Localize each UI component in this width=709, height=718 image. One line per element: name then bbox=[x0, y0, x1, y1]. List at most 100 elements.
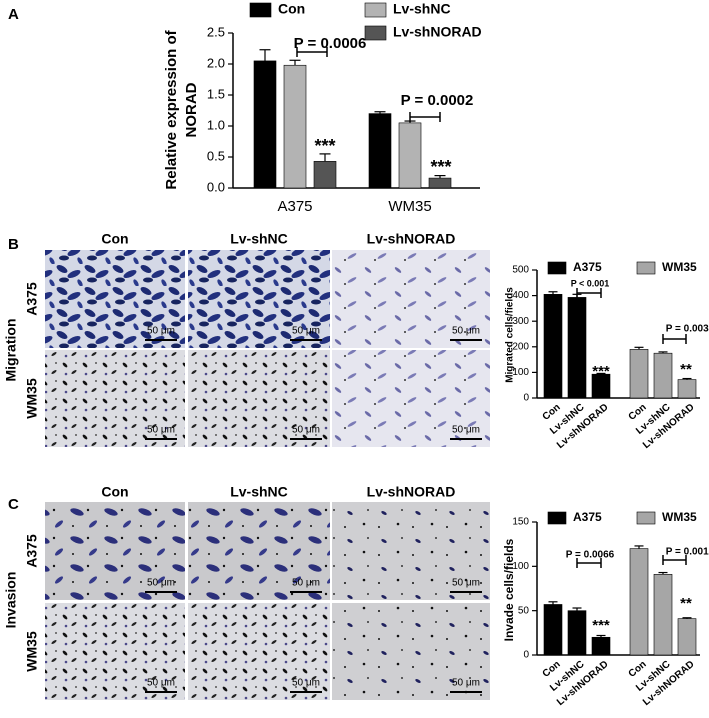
bar bbox=[653, 574, 673, 656]
y-axis-label: Invade cells/fields bbox=[502, 538, 516, 641]
annotation: P = 0.0066 bbox=[566, 550, 615, 561]
column-title: Lv-shNC bbox=[230, 231, 288, 247]
y-tick-label: 500 bbox=[512, 265, 529, 276]
micrograph bbox=[188, 350, 330, 447]
row-label: WM35 bbox=[24, 378, 40, 419]
micrograph bbox=[45, 502, 185, 600]
micrograph bbox=[45, 603, 185, 700]
column-title: Lv-shNC bbox=[230, 484, 288, 500]
micrograph bbox=[332, 350, 490, 447]
bar bbox=[428, 177, 452, 189]
bar bbox=[283, 64, 307, 189]
annotation: *** bbox=[592, 363, 610, 380]
y-tick-label: 50 bbox=[518, 605, 530, 616]
y-tick-label: 2.5 bbox=[207, 24, 225, 39]
legend-label: A375 bbox=[573, 510, 602, 524]
panel-title: Invasion bbox=[3, 572, 19, 629]
scale-bar-label: 50 μm bbox=[452, 578, 480, 589]
scale-bar-label: 50 μm bbox=[292, 678, 320, 689]
row-label: A375 bbox=[24, 534, 40, 568]
legend-swatch bbox=[547, 261, 567, 275]
y-axis-label: NORAD bbox=[183, 82, 200, 137]
bar bbox=[629, 349, 649, 399]
scale-bar-label: 50 μm bbox=[452, 425, 480, 436]
annotation: *** bbox=[430, 157, 451, 177]
bar bbox=[253, 60, 277, 189]
annotation: *** bbox=[314, 136, 335, 156]
y-tick-label: 0 bbox=[523, 393, 529, 404]
bar bbox=[567, 297, 587, 399]
bar bbox=[677, 618, 697, 656]
row-label: A375 bbox=[24, 282, 40, 316]
micrograph bbox=[332, 502, 490, 600]
bar bbox=[368, 113, 392, 189]
scale-bar-label: 50 μm bbox=[292, 425, 320, 436]
bar bbox=[629, 548, 649, 656]
y-axis-label: Migrated cells/fields bbox=[505, 287, 516, 383]
panel-title: Migration bbox=[3, 319, 19, 382]
annotation: P = 0.0002 bbox=[401, 92, 474, 109]
scale-bar-label: 50 μm bbox=[292, 326, 320, 337]
legend-label: WM35 bbox=[662, 260, 697, 274]
bar bbox=[543, 294, 563, 399]
bar bbox=[313, 161, 337, 189]
scale-bar-label: 50 μm bbox=[292, 578, 320, 589]
legend-label: Lv-shNORAD bbox=[393, 24, 482, 40]
legend-label: Lv-shNC bbox=[393, 1, 451, 17]
y-tick-label: 100 bbox=[512, 561, 529, 572]
legend-swatch bbox=[636, 511, 656, 525]
bar bbox=[677, 379, 697, 399]
column-title: Lv-shNORAD bbox=[367, 231, 456, 247]
scale-bar-label: 50 μm bbox=[452, 326, 480, 337]
bar bbox=[567, 610, 587, 656]
micrograph bbox=[45, 350, 185, 447]
y-tick-label: 1.0 bbox=[207, 117, 225, 132]
legend-swatch bbox=[364, 2, 387, 18]
legend-label: WM35 bbox=[662, 510, 697, 524]
row-label: WM35 bbox=[24, 631, 40, 672]
y-tick-label: 150 bbox=[512, 517, 529, 528]
x-tick-label: A375 bbox=[277, 198, 312, 215]
scale-bar-label: 50 μm bbox=[147, 678, 175, 689]
y-tick-label: 0.0 bbox=[207, 179, 225, 194]
y-axis-label: Relative expression of bbox=[163, 29, 180, 189]
bar bbox=[543, 604, 563, 656]
y-tick-label: 1.5 bbox=[207, 86, 225, 101]
annotation: ** bbox=[680, 361, 692, 378]
legend-swatch bbox=[249, 2, 272, 18]
micrograph bbox=[332, 250, 490, 348]
scale-bar-label: 50 μm bbox=[147, 578, 175, 589]
micrograph bbox=[45, 250, 185, 348]
panel-label: B bbox=[8, 236, 19, 253]
y-tick-label: 400 bbox=[512, 290, 529, 301]
annotation: P = 0.0038 bbox=[666, 324, 709, 335]
legend-label: A375 bbox=[573, 260, 602, 274]
legend-swatch bbox=[636, 261, 656, 275]
bar bbox=[398, 122, 422, 189]
y-tick-label: 0.5 bbox=[207, 148, 225, 163]
y-tick-label: 0 bbox=[523, 650, 529, 661]
legend-label: Con bbox=[278, 1, 305, 17]
y-tick-label: 2.0 bbox=[207, 55, 225, 70]
legend-swatch bbox=[364, 25, 387, 41]
scale-bar-label: 50 μm bbox=[147, 326, 175, 337]
annotation: ** bbox=[680, 595, 692, 612]
legend-swatch bbox=[547, 511, 567, 525]
scale-bar-label: 50 μm bbox=[452, 678, 480, 689]
micrograph bbox=[188, 250, 330, 348]
column-title: Lv-shNORAD bbox=[367, 484, 456, 500]
panel-label: A bbox=[8, 6, 19, 23]
y-tick-label: 300 bbox=[512, 316, 529, 327]
column-title: Con bbox=[101, 231, 128, 247]
y-tick-label: 100 bbox=[512, 367, 529, 378]
annotation: P < 0.001 bbox=[571, 278, 610, 288]
bar bbox=[591, 636, 611, 656]
annotation: P = 0.0006 bbox=[294, 35, 367, 52]
y-tick-label: 200 bbox=[512, 341, 529, 352]
panel-label: C bbox=[8, 496, 19, 513]
micrograph bbox=[332, 603, 490, 700]
column-title: Con bbox=[101, 484, 128, 500]
scale-bar-label: 50 μm bbox=[147, 425, 175, 436]
